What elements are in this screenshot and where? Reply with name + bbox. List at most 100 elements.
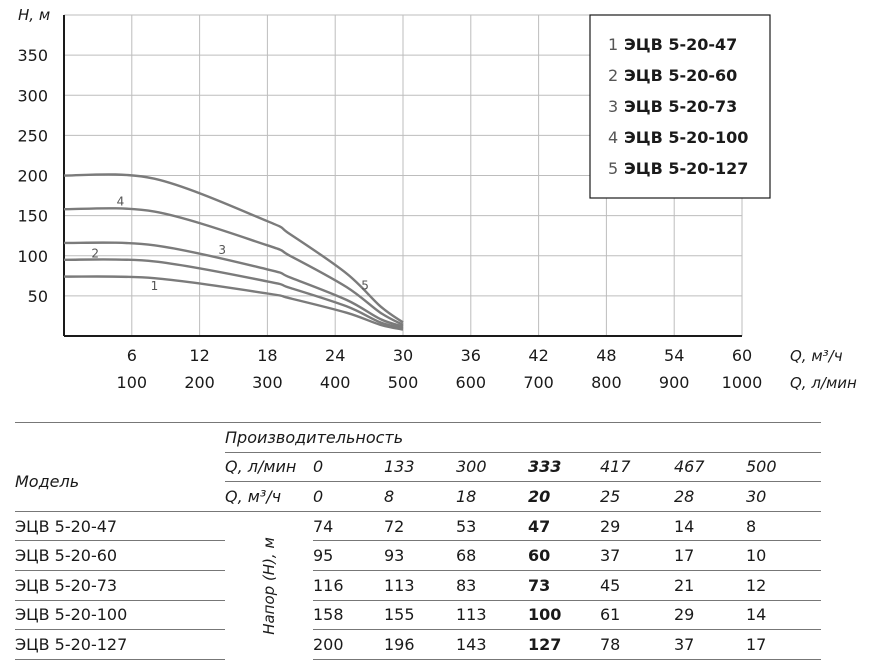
y-tick-label: 250 [17, 126, 48, 145]
x-tick-label-lmin: 100 [117, 373, 148, 392]
value-cell: 14 [746, 599, 821, 630]
value-cell: 21 [674, 569, 746, 601]
value-cell: 73 [528, 569, 600, 601]
curve-4 [63, 207, 404, 326]
lmin-cell: 333 [528, 451, 600, 482]
table-row: ЭЦВ 5-20-60 95 93 68 60 37 17 10 [15, 540, 821, 571]
value-cell: 116 [313, 569, 384, 601]
table-row: ЭЦВ 5-20-73 116 113 83 73 45 21 12 [15, 569, 821, 601]
x-tick-label-m3h: 30 [393, 346, 413, 365]
y-axis-label: H, м [18, 6, 50, 24]
model-cell: ЭЦВ 5-20-47 [15, 510, 225, 541]
value-cell: 45 [600, 569, 674, 601]
lmin-cell: 500 [746, 451, 821, 482]
curve-2 [63, 258, 404, 330]
model-cell: ЭЦВ 5-20-60 [15, 540, 225, 571]
legend-number: 1 [608, 35, 618, 54]
value-cell: 60 [528, 540, 600, 571]
legend-entry: ЭЦВ 5-20-127 [624, 159, 748, 178]
x-tick-label-m3h: 42 [528, 346, 548, 365]
x-tick-label-m3h: 6 [127, 346, 137, 365]
value-cell: 17 [674, 540, 746, 571]
y-tick-label: 50 [28, 287, 48, 306]
value-cell: 127 [528, 629, 600, 660]
table-row: ЭЦВ 5-20-100 158 155 113 100 61 29 14 [15, 599, 821, 630]
value-cell: 196 [384, 629, 456, 660]
value-cell: 113 [384, 569, 456, 601]
head-label-cell: Напор (H), м [225, 511, 313, 659]
y-tick-label: 150 [17, 207, 48, 226]
x-tick-label-lmin: 500 [388, 373, 419, 392]
curve-label-5: 5 [361, 278, 369, 292]
value-cell: 14 [674, 510, 746, 541]
value-cell: 143 [456, 629, 528, 660]
x-tick-label-m3h: 12 [189, 346, 209, 365]
value-cell: 17 [746, 629, 821, 660]
legend-entry: ЭЦВ 5-20-73 [624, 97, 737, 116]
legend-number: 3 [608, 97, 618, 116]
header-performance: Производительность [225, 422, 821, 453]
value-cell: 12 [746, 569, 821, 601]
header-head: Напор (H), м [260, 536, 278, 635]
lmin-cell: 0 [313, 451, 384, 482]
legend-number: 5 [608, 159, 618, 178]
lmin-cell: 417 [600, 451, 674, 482]
x-tick-label-lmin: 200 [184, 373, 215, 392]
legend-box [589, 14, 771, 199]
m3h-cell: 8 [384, 481, 456, 512]
x-tick-label-lmin: 400 [320, 373, 351, 392]
m3h-cell: 25 [600, 481, 674, 512]
m3h-cell: 28 [674, 481, 746, 512]
value-cell: 8 [746, 510, 821, 541]
x-tick-label-lmin: 800 [591, 373, 622, 392]
value-cell: 83 [456, 569, 528, 601]
table-header-row-m3h: Q, м³/ч 0 8 18 20 25 28 30 [15, 481, 821, 512]
table-header-row-lmin: Модель Q, л/мин 0 133 300 333 417 467 50… [15, 451, 821, 491]
x-tick-label-lmin: 600 [456, 373, 487, 392]
y-tick-label: 300 [17, 86, 48, 105]
legend: 1 ЭЦВ 5-20-47 2 ЭЦВ 5-20-60 3 ЭЦВ 5-20-73 4 ЭЦВ… [589, 14, 771, 199]
m3h-cell: 18 [456, 481, 528, 512]
value-cell: 113 [456, 599, 528, 630]
legend-entry: ЭЦВ 5-20-60 [624, 66, 737, 85]
m3h-cell: 0 [313, 481, 384, 512]
value-cell: 61 [600, 599, 674, 630]
value-cell: 93 [384, 540, 456, 571]
curve-labels: 1 2 3 4 5 [91, 195, 369, 294]
lmin-cell: 467 [674, 451, 746, 482]
value-cell: 100 [528, 599, 600, 630]
model-cell: ЭЦВ 5-20-127 [15, 629, 225, 660]
x-axis-label-m3h: Q, м³/ч [790, 347, 843, 365]
model-cell: ЭЦВ 5-20-73 [15, 569, 225, 601]
value-cell: 158 [313, 599, 384, 630]
x-tick-label-lmin: 900 [659, 373, 690, 392]
value-cell: 37 [600, 540, 674, 571]
value-cell: 95 [313, 540, 384, 571]
curve-1 [63, 275, 404, 331]
curve-label-2: 2 [91, 247, 99, 261]
x-axis-label-lmin: Q, л/мин [790, 374, 857, 392]
m3h-cell: 30 [746, 481, 821, 512]
curve-label-4: 4 [117, 195, 125, 209]
y-tick-label: 200 [17, 167, 48, 186]
x-tick-label-m3h: 24 [325, 346, 345, 365]
value-cell: 37 [674, 629, 746, 660]
x-tick-label-m3h: 36 [461, 346, 481, 365]
header-m3h: Q, м³/ч [225, 481, 313, 512]
x-tick-label-m3h: 54 [664, 346, 684, 365]
x-tick-label-m3h: 18 [257, 346, 277, 365]
x-tick-label-m3h: 48 [596, 346, 616, 365]
value-cell: 72 [384, 510, 456, 541]
value-cell: 47 [528, 510, 600, 541]
value-cell: 200 [313, 629, 384, 660]
model-cell: ЭЦВ 5-20-100 [15, 599, 225, 630]
value-cell: 155 [384, 599, 456, 630]
table-row: ЭЦВ 5-20-47 Напор (H), м 74 72 53 47 29 … [15, 510, 821, 634]
legend-number: 4 [608, 128, 618, 147]
x-tick-label-lmin: 700 [523, 373, 554, 392]
x-tick-label-m3h: 60 [732, 346, 752, 365]
legend-entry: ЭЦВ 5-20-100 [624, 128, 748, 147]
header-model: Модель [15, 471, 80, 491]
